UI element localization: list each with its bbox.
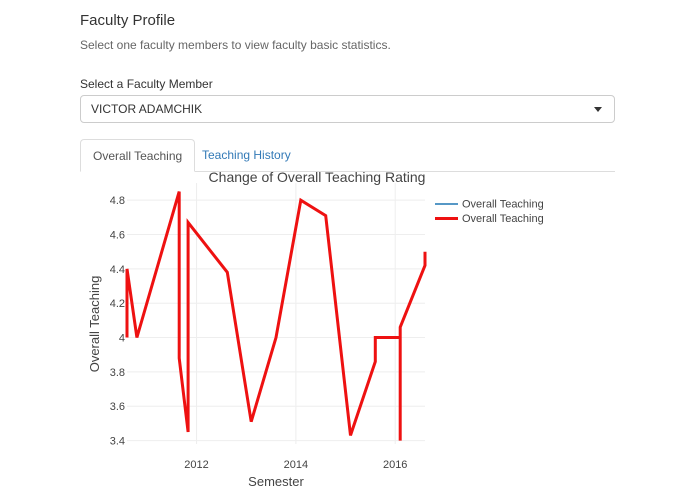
y-tick-label: 4.6 [110, 230, 125, 242]
chart-axes: 3.4 3.6 3.8 4 4.2 4.4 4.6 4.8 2012 2014 2016 [110, 195, 408, 471]
y-tick-label: 4.4 [110, 264, 125, 276]
series-line [125, 191, 427, 441]
y-tick-label: 3.6 [110, 401, 125, 413]
y-tick-label: 3.4 [110, 436, 125, 448]
x-tick-label: 2016 [383, 459, 407, 471]
x-tick-label: 2014 [284, 459, 308, 471]
x-tick-label: 2012 [184, 459, 208, 471]
y-tick-label: 4.2 [110, 298, 125, 310]
chart-legend: Overall Teaching Overall Teaching [435, 199, 544, 225]
tab-teaching-history[interactable]: Teaching History [202, 148, 291, 162]
faculty-select-label: Select a Faculty Member [80, 77, 213, 91]
page-title: Faculty Profile [80, 12, 176, 29]
y-tick-label: 3.8 [110, 367, 125, 379]
chart-series [125, 191, 427, 441]
tab-bar: Overall Teaching Teaching History [80, 139, 615, 172]
y-axis-label: Overall Teaching [87, 276, 102, 373]
chart-grid [127, 183, 425, 444]
chevron-down-icon [594, 107, 602, 112]
x-axis-label: Semester [248, 474, 304, 489]
legend-entry: Overall Teaching [462, 213, 544, 225]
faculty-select-value: VICTOR ADAMCHIK [91, 102, 203, 116]
legend-entry: Overall Teaching [462, 199, 544, 211]
page-subtitle: Select one faculty members to view facul… [80, 38, 391, 52]
y-tick-label: 4.8 [110, 195, 125, 207]
faculty-select[interactable]: VICTOR ADAMCHIK [80, 95, 615, 123]
y-tick-label: 4 [119, 333, 125, 345]
tab-overall-teaching[interactable]: Overall Teaching [80, 139, 196, 172]
